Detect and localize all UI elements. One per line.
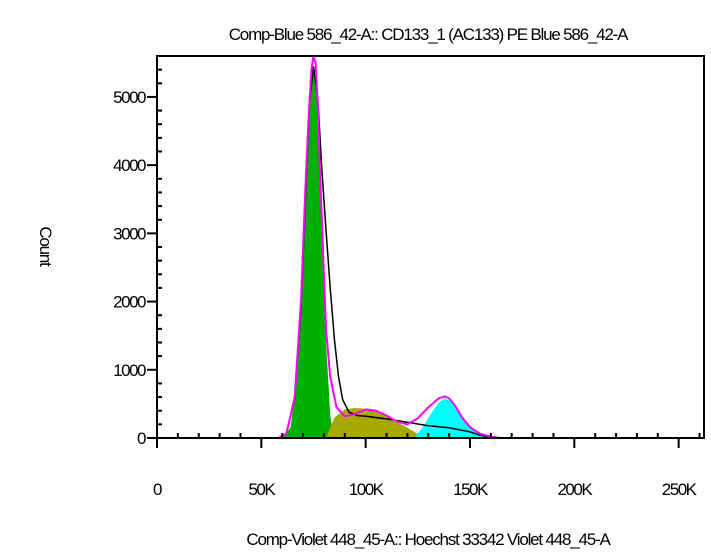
chart-title: Comp-Blue 586_42-A:: CD133_1 (AC133) PE … xyxy=(229,25,629,44)
histogram-line xyxy=(157,55,704,439)
y-tick-label: 5000 xyxy=(113,88,146,107)
y-axis-label: Count xyxy=(36,226,55,267)
x-tick-label: 100K xyxy=(349,480,385,499)
y-tick-label: 3000 xyxy=(113,224,146,243)
x-tick-label: 150K xyxy=(453,480,489,499)
plot-area xyxy=(157,55,704,439)
x-tick-label: 250K xyxy=(662,480,698,499)
x-tick-label: 50K xyxy=(248,480,276,499)
component-area-1 xyxy=(282,66,334,438)
y-tick-label: 0 xyxy=(137,429,146,448)
y-tick-label: 1000 xyxy=(113,361,146,380)
plot-frame xyxy=(156,55,705,439)
y-tick-label: 2000 xyxy=(113,293,146,312)
x-tick-label: 0 xyxy=(153,480,162,499)
axes: 0 50K 100K 150K 200K 250K 0 1000 2000 3000 4000 500… xyxy=(113,55,705,499)
y-tick-label: 4000 xyxy=(113,156,146,175)
x-tick-label: 200K xyxy=(557,480,593,499)
x-axis-label: Comp-Violet 448_45-A:: Hoechst 33342 Vio… xyxy=(246,530,611,549)
